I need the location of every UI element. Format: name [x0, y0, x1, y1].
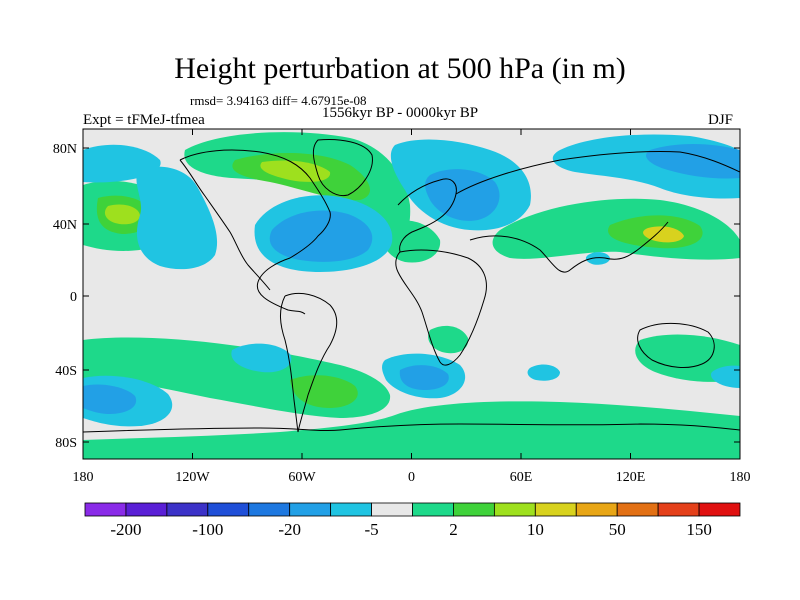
plot-title: Height perturbation at 500 hPa (in m) [174, 52, 626, 85]
colorbar: -200 -100 -20 -5 2 10 50 150 [84, 502, 741, 539]
contour-neg-australia-south [711, 365, 740, 388]
colorbar-swatch [330, 502, 372, 517]
x-tick-label: 180 [73, 470, 94, 485]
colorbar-label: 50 [609, 520, 626, 539]
colorbar-swatch [207, 502, 250, 517]
colorbar-label: 2 [449, 520, 458, 539]
colorbar-swatch [125, 502, 168, 517]
contour-neg-south-pacific-east [231, 343, 292, 373]
contour-neg-north-atlantic-core [269, 210, 373, 262]
colorbar-label: -200 [110, 520, 141, 539]
y-tick-label: 40N [53, 218, 77, 233]
contour-neg-south-pacific-west-core [83, 384, 137, 414]
contour-pos-canada-max [260, 160, 331, 182]
colorbar-swatch [166, 502, 209, 517]
coastline-africa [395, 249, 487, 366]
contour-pos-japan-max [643, 226, 684, 243]
y-tick-label: 0 [70, 290, 77, 305]
colorbar-swatch [534, 502, 577, 517]
colorbar-label: 10 [527, 520, 544, 539]
contour-pos-north-pacific-max [104, 204, 140, 225]
x-tick-label: 120W [175, 470, 210, 485]
x-tick-label: 0 [408, 470, 415, 485]
coastline-antarctica [83, 423, 740, 433]
coastline-north-america-west [179, 159, 271, 291]
x-tick-label: 60E [510, 470, 533, 485]
colorbar-swatch [371, 502, 413, 517]
coastline-greenland [312, 139, 373, 197]
coastline-asia-south [469, 221, 669, 273]
contour-neg-west-pacific [83, 144, 161, 183]
period-label: 1556kyr BP - 0000kyr BP [322, 105, 479, 121]
colorbar-swatch [657, 502, 700, 517]
stats-line: rmsd= 3.94163 diff= 4.67915e-08 [190, 93, 367, 108]
x-tick-label: 120E [616, 470, 646, 485]
coastline-north-america [179, 149, 331, 315]
colorbar-swatch [412, 502, 454, 517]
contour-neg-arctic-east-core [646, 144, 740, 179]
contour-field [83, 129, 740, 459]
contour-neg-northeast-pacific [136, 166, 218, 270]
contour-pos-south-africa [428, 325, 469, 354]
y-axis: 80N 40N 0 40S 80S [53, 142, 740, 451]
colorbar-swatch [616, 502, 659, 517]
y-tick-label: 80S [55, 436, 77, 451]
contour-pos-europe [381, 220, 441, 263]
colorbar-label: -20 [278, 520, 301, 539]
x-tick-label: 60W [288, 470, 316, 485]
colorbar-label: -100 [192, 520, 223, 539]
colorbar-swatch [698, 502, 741, 517]
contour-neg-south-indian-core [399, 365, 449, 390]
colorbar-label: -5 [364, 520, 378, 539]
contour-neg-philippines [585, 252, 610, 265]
y-tick-label: 80N [53, 142, 77, 157]
contour-neg-small-south [527, 364, 560, 381]
colorbar-label: 150 [686, 520, 712, 539]
coastline-australia [637, 322, 715, 368]
x-axis: 180 120W 60W 0 60E 120E 180 [73, 129, 751, 485]
contour-pos-southern-ocean [83, 401, 740, 459]
coastline-south-america-west [280, 295, 299, 433]
colorbar-swatch [453, 502, 495, 517]
season-label: DJF [708, 112, 734, 128]
colorbar-swatch [575, 502, 618, 517]
coastline-asia [455, 150, 740, 195]
colorbar-swatch [248, 502, 291, 517]
colorbar-swatch [289, 502, 332, 517]
coastlines [83, 139, 740, 433]
colorbar-swatch [493, 502, 536, 517]
experiment-label: Expt = tFMeJ-tfmea [83, 112, 205, 128]
coastline-south-america [284, 292, 338, 433]
y-tick-label: 40S [55, 364, 77, 379]
x-tick-label: 180 [730, 470, 751, 485]
coastline-europe [397, 178, 457, 253]
colorbar-swatch [84, 502, 127, 517]
